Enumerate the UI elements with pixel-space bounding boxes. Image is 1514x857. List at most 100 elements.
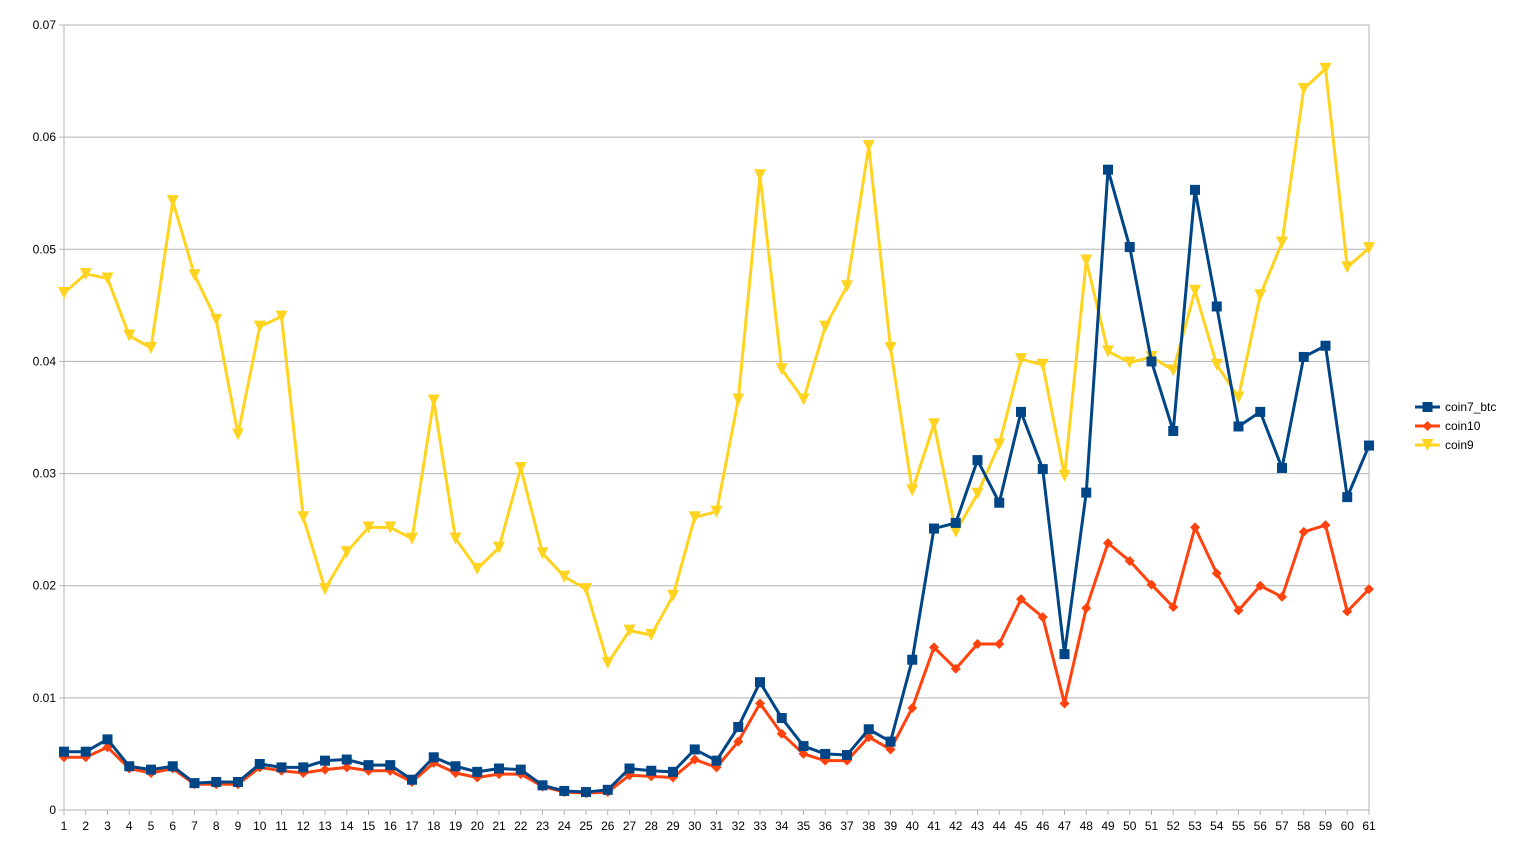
data-point-coin9 bbox=[188, 269, 201, 282]
data-point-coin9 bbox=[949, 525, 962, 538]
data-point-coin7_btc bbox=[363, 760, 374, 771]
data-point-coin9 bbox=[971, 487, 984, 500]
x-tick-label: 38 bbox=[862, 819, 876, 833]
data-point-coin9 bbox=[688, 511, 701, 524]
data-point-coin10 bbox=[1364, 584, 1374, 595]
x-tick-label: 23 bbox=[536, 819, 550, 833]
data-point-coin9 bbox=[1297, 82, 1310, 95]
x-tick-label: 22 bbox=[514, 819, 528, 833]
data-point-coin7_btc bbox=[1190, 184, 1200, 195]
y-tick-label: 0.07 bbox=[33, 18, 57, 32]
data-point-coin10 bbox=[1211, 568, 1222, 579]
legend: coin7_btc coin10 coin9 bbox=[1415, 400, 1496, 452]
data-point-coin9 bbox=[362, 521, 375, 534]
data-point-coin9 bbox=[1341, 261, 1354, 274]
x-tick-label: 18 bbox=[427, 819, 441, 833]
x-tick-label: 5 bbox=[148, 819, 155, 833]
data-point-coin10 bbox=[1081, 603, 1092, 614]
x-tick-label: 8 bbox=[213, 819, 220, 833]
data-point-coin7_btc bbox=[798, 741, 809, 752]
x-tick-label: 37 bbox=[840, 819, 854, 833]
series-layer bbox=[58, 62, 1375, 799]
data-point-coin10 bbox=[798, 748, 809, 759]
data-point-coin10 bbox=[907, 702, 918, 713]
data-point-coin7_btc bbox=[1364, 440, 1374, 451]
data-point-coin9 bbox=[710, 505, 723, 518]
data-point-coin7_btc bbox=[711, 755, 722, 766]
data-point-coin7_btc bbox=[646, 765, 657, 776]
data-point-coin10 bbox=[1342, 606, 1353, 617]
data-point-coin7_btc bbox=[1233, 421, 1244, 432]
data-point-coin9 bbox=[340, 546, 353, 559]
data-point-coin10 bbox=[1016, 594, 1026, 605]
data-point-coin10 bbox=[1037, 612, 1048, 623]
x-tick-label: 25 bbox=[579, 819, 593, 833]
x-tick-label: 36 bbox=[819, 819, 833, 833]
data-point-coin10 bbox=[1277, 591, 1287, 602]
data-point-coin7_btc bbox=[929, 523, 939, 534]
data-point-coin9 bbox=[1080, 254, 1093, 267]
data-point-coin10 bbox=[972, 639, 983, 650]
data-point-coin9 bbox=[319, 583, 331, 596]
data-point-coin9 bbox=[732, 393, 745, 406]
y-tick-label: 0.04 bbox=[33, 354, 57, 368]
data-point-coin9 bbox=[1102, 345, 1114, 358]
data-point-coin7_btc bbox=[842, 750, 852, 761]
x-tick-label: 12 bbox=[297, 819, 311, 833]
data-point-coin9 bbox=[1363, 242, 1375, 255]
data-point-coin9 bbox=[58, 287, 70, 300]
series-line-coin7_btc bbox=[64, 168, 1371, 794]
data-point-coin9 bbox=[645, 629, 658, 642]
data-point-coin10 bbox=[885, 744, 896, 755]
data-point-coin7_btc bbox=[102, 734, 113, 745]
data-point-coin9 bbox=[1167, 364, 1180, 377]
legend-swatch-marker bbox=[1422, 421, 1433, 431]
x-tick-label: 31 bbox=[710, 819, 724, 833]
x-tick-label: 54 bbox=[1210, 819, 1224, 833]
data-point-coin9 bbox=[101, 272, 114, 285]
x-tick-label: 6 bbox=[169, 819, 176, 833]
x-tick-label: 20 bbox=[471, 819, 485, 833]
series-line-coin10 bbox=[64, 523, 1371, 795]
x-tick-label: 40 bbox=[906, 819, 920, 833]
legend-item-coin10: coin10 bbox=[1415, 419, 1481, 433]
data-point-coin9 bbox=[1036, 358, 1049, 371]
data-point-coin9 bbox=[449, 532, 462, 545]
data-point-coin9 bbox=[1319, 62, 1332, 75]
legend-label: coin10 bbox=[1445, 419, 1481, 433]
data-point-coin9 bbox=[819, 320, 832, 333]
data-point-coin9 bbox=[514, 461, 527, 474]
data-point-coin7_btc bbox=[298, 762, 309, 773]
x-tick-label: 7 bbox=[191, 819, 198, 833]
legend-label: coin7_btc bbox=[1445, 400, 1496, 414]
x-tick-label: 39 bbox=[884, 819, 898, 833]
data-point-coin9 bbox=[536, 547, 549, 560]
data-point-coin7_btc bbox=[385, 760, 396, 771]
x-tick-label: 24 bbox=[558, 819, 572, 833]
data-point-coin7_btc bbox=[1037, 464, 1048, 475]
data-point-coin9 bbox=[406, 532, 418, 545]
data-point-coin7_btc bbox=[1255, 406, 1266, 417]
legend-label: coin9 bbox=[1445, 438, 1474, 452]
x-tick-label: 3 bbox=[104, 819, 111, 833]
data-point-coin10 bbox=[1103, 538, 1113, 549]
x-tick-label: 61 bbox=[1362, 819, 1376, 833]
x-tick-label: 35 bbox=[797, 819, 811, 833]
series-coin7_btc bbox=[59, 164, 1374, 798]
data-point-coin7_btc bbox=[428, 752, 439, 763]
data-point-coin10 bbox=[776, 728, 787, 739]
data-point-coin10 bbox=[950, 663, 961, 674]
x-tick-label: 4 bbox=[126, 819, 133, 833]
x-tick-label: 29 bbox=[666, 819, 680, 833]
x-tick-label: 32 bbox=[732, 819, 746, 833]
data-point-coin10 bbox=[994, 639, 1005, 650]
data-point-coin7_btc bbox=[1342, 492, 1353, 503]
y-tick-label: 0.03 bbox=[33, 467, 57, 481]
data-point-coin9 bbox=[558, 570, 571, 583]
data-point-coin10 bbox=[1146, 579, 1157, 590]
data-point-coin7_btc bbox=[59, 746, 69, 757]
data-point-coin10 bbox=[1124, 556, 1135, 567]
data-point-coin10 bbox=[929, 642, 939, 653]
